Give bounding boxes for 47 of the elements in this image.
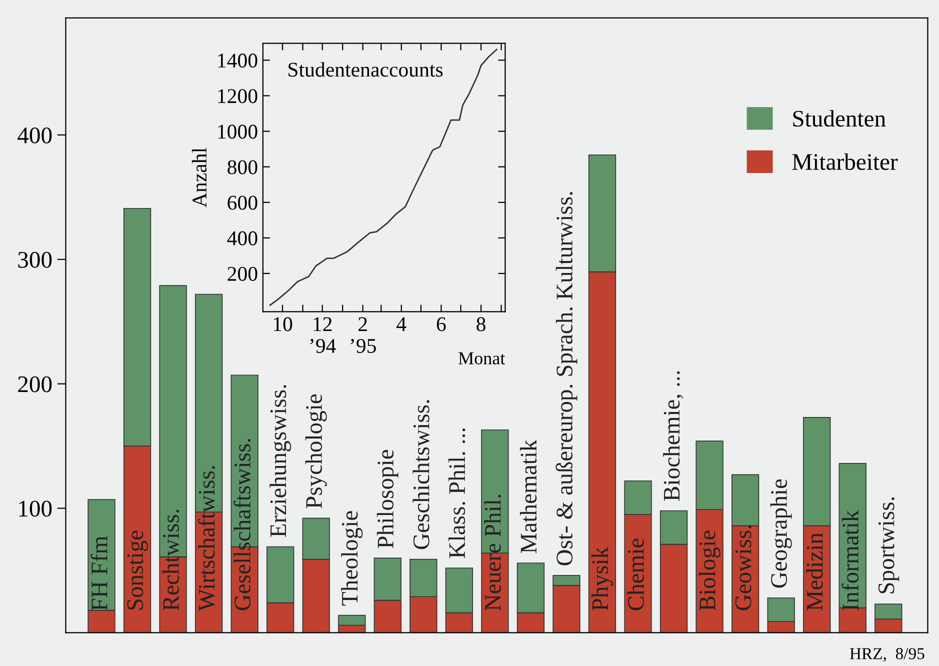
- x-axis-title: Monat: [458, 352, 506, 364]
- legend-label: Mitarbeiter: [792, 153, 898, 170]
- x-tick-label: FH Ffm: [90, 536, 108, 611]
- x-tick-label: Medizin: [806, 532, 823, 611]
- legend-label: Studenten: [793, 110, 886, 127]
- y-tick-label: 1400: [218, 54, 258, 68]
- y-tick-label: 800: [228, 160, 258, 174]
- x-tick-label: Ost- & außereurop. Sprach. Kulturwiss.: [556, 192, 578, 566]
- x-tick-label: Chemie: [627, 538, 644, 610]
- x-tick-label: Wirtschaftwiss.: [198, 466, 215, 612]
- x-tick-label: Erziehungswiss.: [270, 385, 292, 537]
- y-tick-label: 1200: [218, 89, 258, 104]
- x-tick-label: Gesellschaftswiss.: [234, 438, 251, 610]
- y-tick-label: 100: [19, 500, 52, 517]
- y-tick-label: 400: [18, 127, 52, 144]
- x-tick-label: Mathematik: [520, 440, 537, 554]
- x-tick-label: 8: [476, 317, 486, 332]
- x-tick-label: Theologie: [341, 511, 363, 606]
- x-tick-label: 2 ’95: [350, 317, 376, 353]
- x-tick-label: 12 ’94: [310, 317, 336, 353]
- x-tick-label: Geowiss.: [735, 526, 752, 610]
- text: Studentenaccounts: [288, 62, 443, 77]
- x-tick-label: Informatik: [842, 510, 859, 610]
- x-tick-label: 10: [274, 317, 292, 332]
- x-tick-label: Sonstige: [127, 530, 148, 610]
- x-tick-label: Biologie: [698, 530, 720, 611]
- x-tick-label: 6: [436, 317, 446, 332]
- text: HRZ, 8/95: [850, 648, 924, 662]
- y-tick-label: 200: [18, 376, 52, 392]
- y-tick-label: 200: [228, 266, 258, 281]
- y-tick-label: 400: [227, 231, 258, 246]
- y-tick-label: 300: [18, 252, 52, 268]
- x-tick-label: Klass. Phil. ...: [448, 428, 466, 558]
- y-tick-label: 600: [228, 196, 258, 210]
- x-tick-label: Geographie: [770, 479, 792, 588]
- y-axis-title: Anzahl: [192, 148, 207, 208]
- line-series: [269, 48, 498, 306]
- x-tick-label: 4: [396, 317, 406, 332]
- x-tick-label: Biochemie, ...: [663, 371, 684, 501]
- x-tick-label: Rechtwiss.: [162, 510, 180, 611]
- x-tick-label: Psychologie: [305, 394, 327, 508]
- x-tick-label: Physik: [592, 546, 613, 611]
- x-tick-label: Sportwiss.: [878, 497, 900, 594]
- x-tick-label: Neuere Phil.: [484, 494, 501, 611]
- y-tick-label: 1000: [218, 124, 258, 139]
- x-tick-label: Geschichtswiss.: [412, 400, 430, 550]
- x-tick-label: Philosopie: [376, 450, 398, 548]
